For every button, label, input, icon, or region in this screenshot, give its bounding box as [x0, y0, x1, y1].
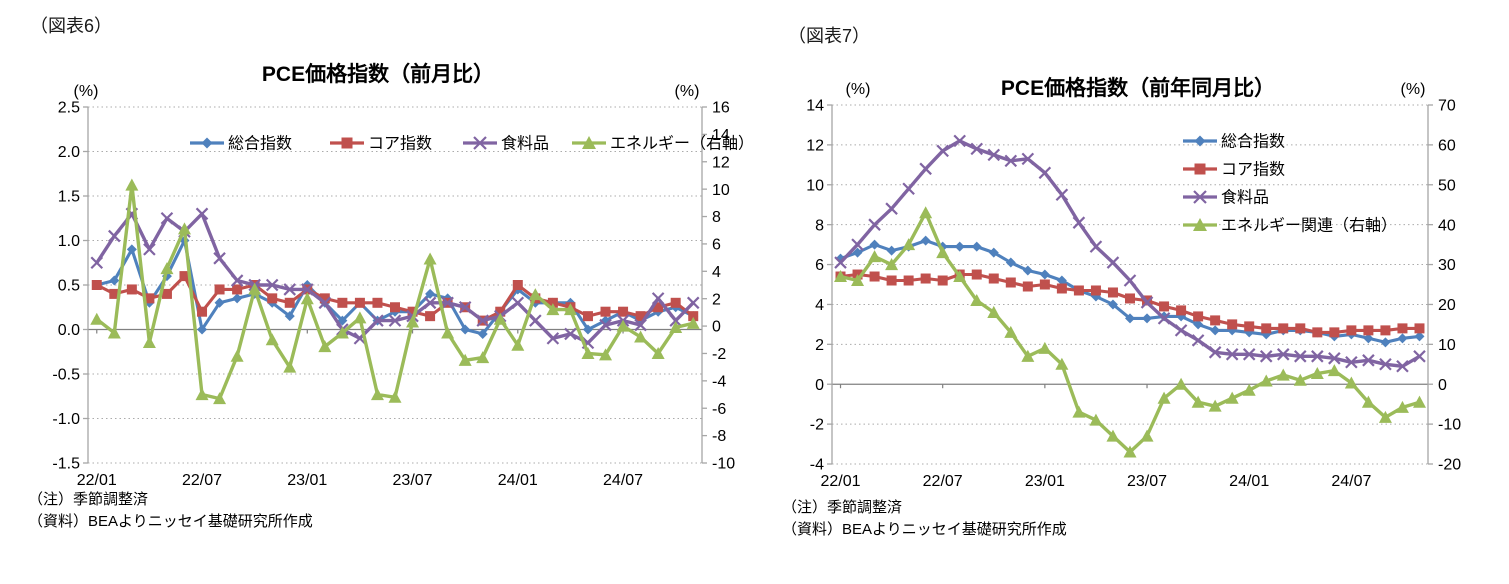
svg-text:8: 8 — [712, 209, 721, 226]
svg-text:-0.5: -0.5 — [52, 367, 80, 384]
svg-text:12: 12 — [806, 137, 824, 154]
svg-text:0: 0 — [815, 377, 824, 394]
svg-text:(%): (%) — [846, 81, 871, 98]
legend-label-0: 総合指数 — [228, 135, 292, 153]
series-2 — [834, 134, 1426, 373]
svg-text:22/07: 22/07 — [923, 473, 963, 490]
legend-label-1: コア指数 — [1221, 161, 1285, 179]
svg-text:14: 14 — [806, 98, 824, 115]
svg-text:-6: -6 — [712, 401, 726, 418]
legend-label-0: 総合指数 — [1221, 133, 1285, 151]
series-3 — [90, 178, 700, 405]
svg-text:6: 6 — [712, 237, 721, 254]
svg-text:50: 50 — [1438, 177, 1456, 194]
pce-mom-chart: 2.5 2.0 1.5 1.0 0.5 0.0 -0.5 -1.0 -1.5 16 14 12 10 8 6… — [52, 83, 754, 489]
svg-text:14: 14 — [712, 127, 730, 144]
svg-text:24/07: 24/07 — [1331, 473, 1371, 490]
svg-text:24/01: 24/01 — [1229, 473, 1269, 490]
svg-text:23/01: 23/01 — [287, 472, 327, 489]
svg-text:60: 60 — [1438, 137, 1456, 154]
axis-unit-labels: (%) (%) — [846, 81, 1426, 98]
svg-text:23/01: 23/01 — [1025, 473, 1065, 490]
svg-text:30: 30 — [1438, 257, 1456, 274]
svg-text:22/07: 22/07 — [182, 472, 222, 489]
svg-text:22/01: 22/01 — [77, 472, 117, 489]
svg-text:2.0: 2.0 — [58, 144, 80, 161]
axes — [83, 106, 707, 464]
svg-text:-10: -10 — [712, 456, 735, 473]
svg-text:0.5: 0.5 — [58, 278, 80, 295]
svg-text:(%): (%) — [675, 83, 700, 100]
svg-text:20: 20 — [1438, 297, 1456, 314]
svg-text:8: 8 — [815, 217, 824, 234]
gridlines — [88, 106, 702, 464]
svg-text:24/07: 24/07 — [603, 472, 643, 489]
svg-text:23/07: 23/07 — [1127, 473, 1167, 490]
svg-text:0: 0 — [1438, 377, 1447, 394]
svg-text:(%): (%) — [74, 83, 99, 100]
legend-label-2: 食料品 — [501, 135, 549, 153]
svg-text:-10: -10 — [1438, 417, 1461, 434]
svg-text:12: 12 — [712, 154, 730, 171]
svg-text:40: 40 — [1438, 217, 1456, 234]
svg-text:-20: -20 — [1438, 457, 1461, 474]
svg-text:22/01: 22/01 — [820, 473, 860, 490]
svg-text:0.0: 0.0 — [58, 322, 80, 339]
svg-text:2: 2 — [712, 291, 721, 308]
svg-text:(%): (%) — [1401, 81, 1426, 98]
svg-text:1.0: 1.0 — [58, 233, 80, 250]
svg-text:-2: -2 — [810, 417, 824, 434]
figure-6-panel: （図表6） PCE価格指数（前月比） 2.5 2.0 1.5 1.0 0.5 0.0 -0.… — [28, 16, 754, 533]
series-3 — [834, 206, 1426, 458]
svg-text:4: 4 — [712, 264, 721, 281]
svg-text:-4: -4 — [712, 373, 726, 390]
svg-text:4: 4 — [815, 297, 824, 314]
svg-text:2: 2 — [815, 337, 824, 354]
figure6-title: PCE価格指数（前月比） — [261, 63, 495, 86]
legend-label-3: エネルギー（右軸） — [610, 135, 754, 153]
axis-tick-labels: 14121086420-2-4706050403020100-10-2022/0… — [806, 98, 1461, 490]
legend-label-1: コア指数 — [368, 135, 432, 153]
gridlines — [832, 104, 1428, 465]
svg-text:-1.0: -1.0 — [52, 411, 80, 428]
svg-text:6: 6 — [815, 257, 824, 274]
pce-yoy-chart: 14121086420-2-4706050403020100-10-2022/0… — [806, 81, 1461, 490]
legend-label-3: エネルギー関連（右軸） — [1221, 217, 1397, 235]
svg-text:1.5: 1.5 — [58, 189, 80, 206]
figure6-note-adjustment: （注）季節調整済 — [28, 491, 149, 508]
svg-text:-4: -4 — [810, 457, 824, 474]
svg-text:10: 10 — [806, 177, 824, 194]
series-2 — [90, 207, 700, 350]
legend-label-2: 食料品 — [1221, 189, 1269, 207]
figure-7-panel: （図表7） PCE価格指数（前年同月比） 14 12 10 8 6 4 2 0 -2 -4 70 60… — [755, 0, 1509, 584]
figure7-notes: （注）季節調整済 （資料）BEAよりニッセイ基礎研究所作成 — [782, 497, 1067, 541]
axis-tick-labels: 2.5 2.0 1.5 1.0 0.5 0.0 -0.5 -1.0 -1.5 16 14 12 10 8 6… — [52, 100, 735, 489]
svg-text:0: 0 — [712, 319, 721, 336]
svg-text:10: 10 — [712, 182, 730, 199]
figure6-notes: （注）季節調整済 （資料）BEAよりニッセイ基礎研究所作成 — [28, 489, 313, 533]
legend: 総合指数 コア指数 食料品 エネルギー（右軸） — [190, 135, 754, 153]
svg-text:-1.5: -1.5 — [52, 456, 80, 473]
figure7-note-adjustment: （注）季節調整済 — [782, 499, 903, 516]
svg-text:23/07: 23/07 — [393, 472, 433, 489]
svg-text:-8: -8 — [712, 428, 726, 445]
figure7-label: （図表7） — [788, 26, 871, 46]
svg-text:24/01: 24/01 — [498, 472, 538, 489]
figure6-label: （図表6） — [30, 16, 113, 36]
svg-text:-2: -2 — [712, 346, 726, 363]
svg-text:70: 70 — [1438, 98, 1456, 115]
figure7-note-source: （資料）BEAよりニッセイ基礎研究所作成 — [782, 521, 1067, 538]
svg-text:2.5: 2.5 — [58, 100, 80, 117]
figure6-note-source: （資料）BEAよりニッセイ基礎研究所作成 — [28, 513, 313, 530]
figure7-title: PCE価格指数（前年同月比） — [1000, 77, 1276, 100]
axes — [827, 104, 1433, 465]
svg-text:10: 10 — [1438, 337, 1456, 354]
svg-text:16: 16 — [712, 100, 730, 117]
axis-unit-labels: (%) (%) — [74, 83, 700, 100]
